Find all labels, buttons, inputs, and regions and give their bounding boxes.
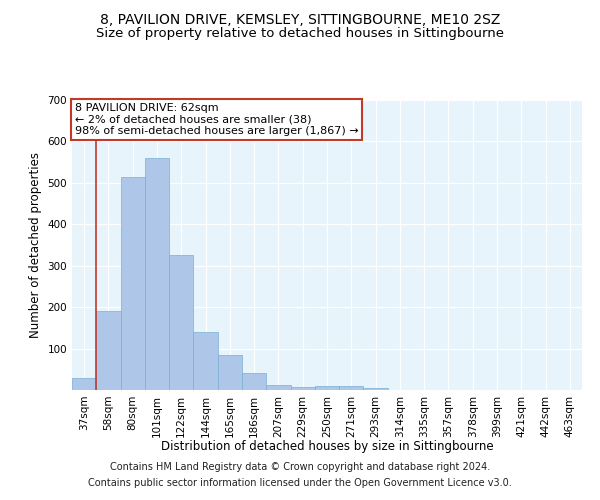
Text: 8, PAVILION DRIVE, KEMSLEY, SITTINGBOURNE, ME10 2SZ: 8, PAVILION DRIVE, KEMSLEY, SITTINGBOURN… bbox=[100, 12, 500, 26]
Bar bbox=[339, 386, 364, 390]
Bar bbox=[121, 176, 145, 390]
Bar bbox=[242, 374, 266, 390]
Bar bbox=[218, 355, 242, 390]
Bar bbox=[72, 378, 96, 390]
X-axis label: Distribution of detached houses by size in Sittingbourne: Distribution of detached houses by size … bbox=[161, 440, 493, 453]
Bar bbox=[364, 388, 388, 390]
Bar bbox=[315, 386, 339, 390]
Text: Contains HM Land Registry data © Crown copyright and database right 2024.: Contains HM Land Registry data © Crown c… bbox=[110, 462, 490, 472]
Text: Contains public sector information licensed under the Open Government Licence v3: Contains public sector information licen… bbox=[88, 478, 512, 488]
Bar bbox=[193, 332, 218, 390]
Text: Size of property relative to detached houses in Sittingbourne: Size of property relative to detached ho… bbox=[96, 28, 504, 40]
Bar bbox=[290, 386, 315, 390]
Text: 8 PAVILION DRIVE: 62sqm
← 2% of detached houses are smaller (38)
98% of semi-det: 8 PAVILION DRIVE: 62sqm ← 2% of detached… bbox=[74, 103, 358, 136]
Bar bbox=[266, 385, 290, 390]
Bar bbox=[145, 158, 169, 390]
Bar bbox=[96, 312, 121, 390]
Bar bbox=[169, 256, 193, 390]
Y-axis label: Number of detached properties: Number of detached properties bbox=[29, 152, 42, 338]
